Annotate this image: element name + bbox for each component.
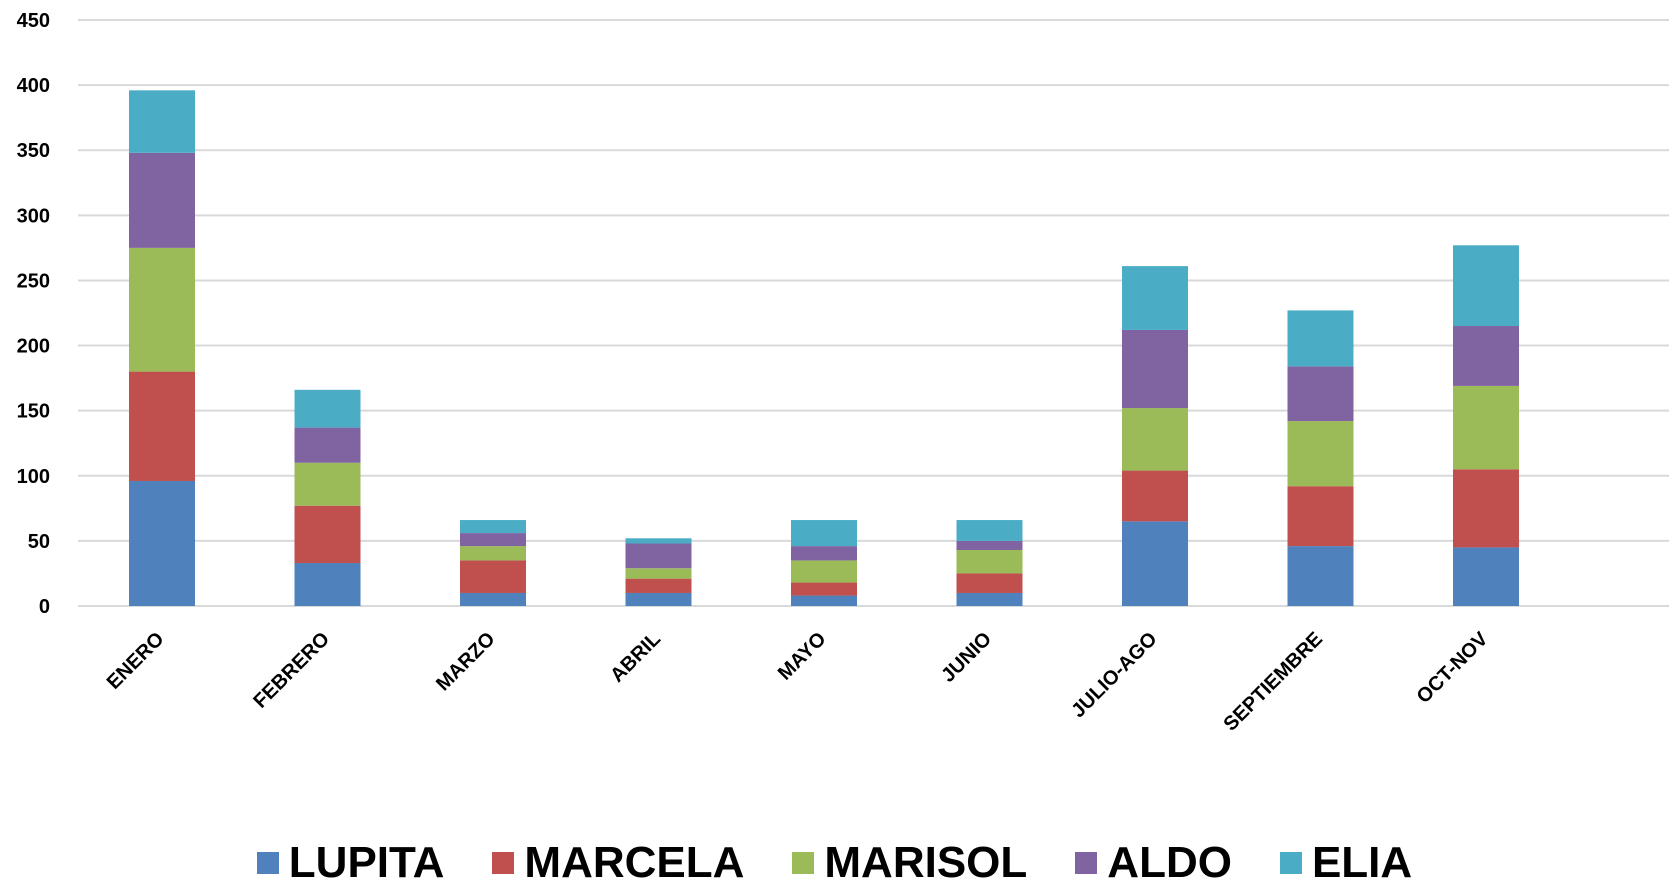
bar-segment-lupita-abril xyxy=(625,592,692,606)
bar-segment-marisol-febrero xyxy=(294,462,361,506)
bar-segment-marcela-abril xyxy=(625,578,692,593)
legend-label: MARISOL xyxy=(824,838,1028,887)
legend-swatch xyxy=(492,852,515,874)
bar-segment-marisol-junio xyxy=(956,550,1023,574)
bar-segment-elia-marzo xyxy=(460,520,526,534)
bar-segment-lupita-marzo xyxy=(460,592,526,606)
legend-item-marisol: MARISOL xyxy=(792,841,1027,885)
bar-segment-elia-febrero xyxy=(294,389,361,428)
bar-segment-elia-abril xyxy=(625,538,692,544)
x-category-label: ENERO xyxy=(103,628,169,694)
bar-segment-marisol-mayo xyxy=(791,560,857,583)
bar-segment-aldo-mayo xyxy=(791,546,857,561)
bars xyxy=(129,90,1519,606)
bar-segment-aldo-julio-ago xyxy=(1122,329,1188,409)
bar-segment-lupita-enero xyxy=(129,480,195,606)
bar-segment-marcela-septiembre xyxy=(1287,486,1354,547)
legend-label: ELIA xyxy=(1311,838,1413,887)
bar-segment-aldo-junio xyxy=(956,540,1023,551)
bar-segment-marisol-oct-nov xyxy=(1453,385,1519,470)
y-tick-label: 300 xyxy=(17,205,50,227)
legend: LUPITA MARCELA MARISOL ALDO ELIA xyxy=(0,838,1669,888)
bar-segment-marisol-julio-ago xyxy=(1122,408,1188,471)
bar-segment-aldo-enero xyxy=(129,152,195,248)
bar-segment-marcela-marzo xyxy=(460,560,526,593)
bar-segment-marcela-julio-ago xyxy=(1122,470,1188,522)
y-tick-label: 450 xyxy=(17,10,50,32)
bar-segment-aldo-oct-nov xyxy=(1453,326,1519,386)
bar-segment-marisol-septiembre xyxy=(1287,421,1354,487)
y-axis-tick-labels: 0 50 100 150 200 250 300 350 400 450 xyxy=(17,10,50,618)
bar-segment-elia-mayo xyxy=(791,520,857,547)
legend-label: ALDO xyxy=(1107,838,1232,887)
x-category-label: SEPTIEMBRE xyxy=(1220,628,1328,736)
y-tick-label: 0 xyxy=(39,596,50,618)
legend-item-aldo: ALDO xyxy=(1075,841,1232,885)
bar-segment-lupita-septiembre xyxy=(1287,546,1354,606)
x-axis-category-labels: ENERO FEBRERO MARZO ABRIL MAYO JUNIO JULIO-AGO… xyxy=(103,628,1493,736)
y-tick-label: 250 xyxy=(17,270,50,292)
x-category-label: JULIO-AGO xyxy=(1067,628,1161,722)
bar-segment-elia-enero xyxy=(129,90,195,153)
x-category-label: MAYO xyxy=(774,628,831,685)
x-category-label: ABRIL xyxy=(606,628,665,687)
legend-label: LUPITA xyxy=(288,838,445,887)
legend-item-marcela: MARCELA xyxy=(492,841,744,885)
bar-segment-lupita-junio xyxy=(956,592,1023,606)
bar-segment-aldo-septiembre xyxy=(1287,366,1354,422)
bar-segment-lupita-julio-ago xyxy=(1122,521,1188,606)
bar-segment-lupita-oct-nov xyxy=(1453,547,1519,606)
bar-segment-marisol-abril xyxy=(625,568,692,579)
legend-item-lupita: LUPITA xyxy=(256,838,445,887)
bar-segment-lupita-mayo xyxy=(791,595,857,606)
x-category-label: FEBRERO xyxy=(249,628,334,713)
y-tick-label: 100 xyxy=(17,466,50,488)
bar-segment-aldo-abril xyxy=(625,543,692,569)
bar-segment-elia-junio xyxy=(956,520,1023,541)
bar-segment-aldo-marzo xyxy=(460,533,526,547)
legend-swatch xyxy=(256,852,279,874)
bar-segment-marcela-mayo xyxy=(791,582,857,596)
x-category-label: MARZO xyxy=(432,628,499,695)
bar-segment-marcela-enero xyxy=(129,371,195,481)
legend-swatch xyxy=(1075,852,1098,874)
bar-segment-marcela-febrero xyxy=(294,505,361,564)
y-tick-label: 150 xyxy=(17,401,50,423)
bar-segment-aldo-febrero xyxy=(294,427,361,463)
bar-segment-lupita-febrero xyxy=(294,563,361,606)
bar-segment-marcela-junio xyxy=(956,573,1023,593)
bar-segment-marisol-enero xyxy=(129,247,195,372)
legend-swatch xyxy=(792,852,815,874)
legend-item-elia: ELIA xyxy=(1279,838,1413,887)
bar-segment-elia-oct-nov xyxy=(1453,245,1519,327)
bar-segment-marcela-oct-nov xyxy=(1453,469,1519,548)
y-tick-label: 400 xyxy=(17,75,50,97)
y-tick-label: 200 xyxy=(17,336,50,358)
legend-swatch xyxy=(1279,852,1302,874)
y-tick-label: 50 xyxy=(28,531,50,553)
x-category-label: JUNIO xyxy=(937,628,996,687)
bar-segment-elia-julio-ago xyxy=(1122,266,1188,330)
y-tick-label: 350 xyxy=(17,140,50,162)
bar-segment-elia-septiembre xyxy=(1287,310,1354,367)
legend-label: MARCELA xyxy=(524,838,745,887)
x-category-label: OCT-NOV xyxy=(1413,628,1493,708)
bar-segment-marisol-marzo xyxy=(460,546,526,561)
